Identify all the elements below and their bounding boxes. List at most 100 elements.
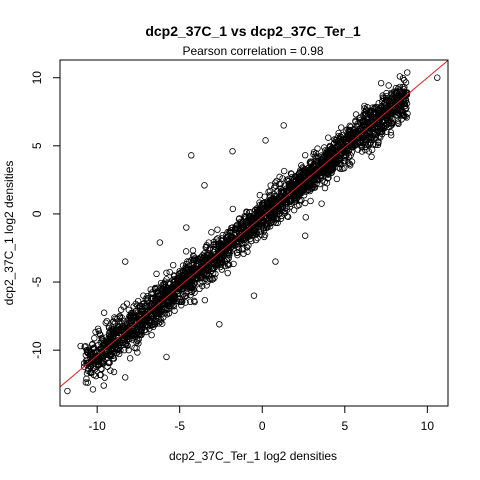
data-point [170, 275, 178, 283]
data-point [176, 267, 183, 275]
chart-title: dcp2_37C_1 vs dcp2_37C_Ter_1 [145, 23, 361, 39]
data-point [221, 262, 229, 270]
data-point [125, 306, 133, 314]
data-point [250, 292, 258, 299]
data-point [135, 340, 142, 347]
data-point [174, 274, 182, 281]
data-point [193, 270, 200, 278]
data-point [143, 316, 150, 324]
data-point [100, 309, 108, 316]
data-point [82, 379, 90, 386]
data-point [106, 359, 113, 367]
x-tick-label: 5 [341, 419, 348, 433]
data-point [248, 228, 256, 235]
data-point [341, 164, 348, 172]
data-point [376, 123, 384, 131]
data-point [155, 300, 163, 307]
data-point [234, 249, 241, 256]
data-point [301, 199, 309, 207]
data-point [160, 284, 168, 291]
data-point [297, 175, 304, 182]
data-point [110, 368, 118, 376]
data-point [156, 304, 164, 312]
data-point [314, 145, 321, 152]
data-point [85, 347, 92, 354]
data-point [364, 140, 372, 148]
data-point [234, 225, 241, 232]
data-point [305, 173, 313, 181]
data-point [272, 258, 279, 265]
data-point [207, 276, 214, 283]
data-point [310, 177, 318, 184]
data-point [183, 224, 190, 231]
data-point [110, 318, 117, 325]
data-point [313, 158, 320, 166]
data-point [163, 311, 171, 318]
data-point [243, 244, 251, 251]
data-point [375, 138, 382, 145]
data-point [114, 322, 122, 329]
data-point [341, 154, 349, 162]
data-point [166, 268, 173, 276]
data-point [200, 270, 207, 278]
data-point [126, 355, 134, 362]
data-point [174, 295, 182, 302]
data-point [307, 160, 315, 167]
data-point [401, 84, 408, 91]
data-point [77, 342, 84, 350]
data-point [154, 292, 161, 300]
data-point [387, 129, 395, 136]
data-point [325, 167, 332, 174]
data-point [85, 359, 93, 366]
data-point [264, 199, 271, 207]
data-point [352, 111, 360, 118]
data-point [163, 353, 170, 361]
data-point [368, 113, 375, 120]
data-point [101, 374, 108, 381]
data-point [368, 146, 376, 154]
data-point [301, 232, 309, 239]
data-point [292, 194, 299, 201]
data-point [151, 285, 159, 293]
data-point [96, 371, 104, 379]
data-point [295, 201, 303, 209]
data-point [272, 193, 279, 200]
data-point [324, 151, 332, 159]
data-point [99, 359, 106, 367]
data-point [401, 112, 408, 120]
data-point [187, 298, 194, 306]
data-point [354, 127, 362, 135]
data-point [153, 270, 160, 278]
data-point [377, 121, 384, 128]
data-point [106, 342, 114, 350]
data-point [138, 328, 145, 335]
data-point [182, 248, 190, 255]
data-point [141, 302, 148, 310]
data-point [388, 119, 395, 126]
data-point [131, 325, 138, 332]
data-point [92, 372, 100, 380]
x-tick-label: -10 [88, 419, 106, 433]
data-point [272, 179, 279, 186]
data-point [331, 136, 338, 143]
data-point [256, 199, 263, 206]
data-point [187, 278, 194, 285]
data-point [95, 327, 102, 335]
data-point [156, 239, 164, 246]
data-point [122, 340, 129, 348]
data-point [265, 188, 272, 196]
data-point [404, 69, 411, 76]
data-point [109, 355, 117, 362]
data-point [186, 263, 193, 270]
data-point [275, 207, 282, 215]
data-point [163, 276, 170, 283]
data-point [283, 198, 291, 205]
chart-subtitle: Pearson correlation = 0.98 [182, 44, 323, 58]
data-point [89, 352, 96, 359]
data-point [203, 270, 211, 277]
x-tick-label: 10 [421, 419, 435, 433]
data-point [361, 111, 368, 118]
data-point [157, 279, 165, 287]
data-point [178, 275, 185, 282]
data-point [176, 298, 183, 305]
